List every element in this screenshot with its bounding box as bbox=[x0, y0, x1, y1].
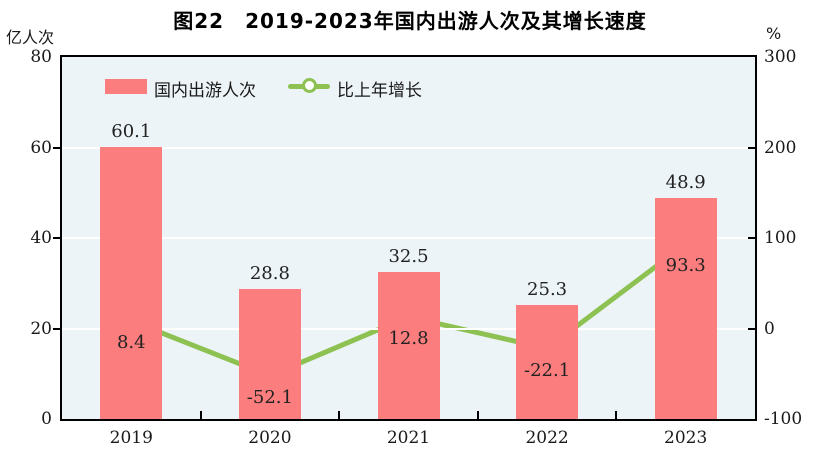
x-axis-tick-label: 2023 bbox=[664, 428, 708, 448]
x-axis-tick bbox=[615, 411, 618, 419]
line-value-label: 8.4 bbox=[116, 331, 146, 353]
x-axis-tick-label: 2019 bbox=[109, 428, 153, 448]
right-axis-unit-label: % bbox=[766, 24, 782, 43]
left-axis-tick-label: 80 bbox=[30, 47, 52, 67]
right-axis-tick bbox=[748, 146, 755, 149]
left-axis-unit-label: 亿人次 bbox=[6, 28, 55, 47]
bar bbox=[238, 288, 301, 419]
right-axis-tick-label: -100 bbox=[764, 409, 803, 429]
legend-line-marker-icon bbox=[302, 78, 317, 93]
right-axis-tick bbox=[748, 237, 755, 239]
x-axis-tick-label: 2020 bbox=[248, 428, 292, 448]
left-axis-tick bbox=[53, 146, 61, 149]
right-axis-tick-label: 100 bbox=[764, 228, 797, 248]
legend-bar-label: 国内出游人次 bbox=[154, 81, 256, 101]
legend: 国内出游人次 比上年增长 bbox=[62, 57, 755, 107]
x-axis-tick bbox=[476, 411, 479, 419]
bar-value-label: 25.3 bbox=[527, 278, 568, 300]
legend-line-label: 比上年增长 bbox=[337, 81, 422, 101]
x-axis-tick-label: 2021 bbox=[386, 428, 431, 448]
gridline bbox=[62, 146, 755, 149]
bar bbox=[516, 304, 579, 419]
bar-value-label: 48.9 bbox=[665, 171, 706, 193]
bar-value-label: 32.5 bbox=[388, 245, 429, 267]
line-value-label: -52.1 bbox=[246, 386, 293, 408]
gridline bbox=[62, 237, 755, 239]
left-axis-tick-label: 60 bbox=[30, 137, 52, 158]
line-value-label: 93.3 bbox=[665, 255, 706, 277]
chart-title: 图22 2019-2023年国内出游人次及其增长速度 bbox=[173, 9, 647, 33]
left-axis-tick-label: 40 bbox=[30, 228, 52, 248]
bar bbox=[377, 271, 440, 419]
line-value-label: -22.1 bbox=[524, 359, 571, 381]
right-axis-tick-label: 0 bbox=[764, 318, 775, 339]
x-axis-tick bbox=[338, 411, 341, 419]
left-axis-tick bbox=[53, 237, 61, 239]
bar-value-label: 28.8 bbox=[249, 262, 290, 284]
legend-bar-swatch bbox=[105, 79, 147, 94]
right-axis-tick-label: 200 bbox=[764, 137, 797, 158]
x-axis-tick bbox=[199, 411, 202, 419]
bar bbox=[654, 197, 717, 419]
left-axis-tick bbox=[53, 327, 61, 330]
line-value-label: 12.8 bbox=[388, 327, 429, 349]
x-axis-tick-label: 2022 bbox=[525, 428, 569, 448]
right-axis-tick-label: 300 bbox=[764, 47, 797, 67]
bar bbox=[100, 147, 163, 419]
plot-area: 国内出游人次 比上年增长 60.1 28.8 32.5 25.3 48.9 8.4 -52.… bbox=[53, 55, 757, 421]
right-axis-tick bbox=[748, 327, 755, 330]
left-axis-tick-label: 0 bbox=[41, 409, 52, 429]
left-axis-tick-label: 20 bbox=[30, 318, 52, 339]
bar-value-label: 60.1 bbox=[111, 121, 152, 143]
